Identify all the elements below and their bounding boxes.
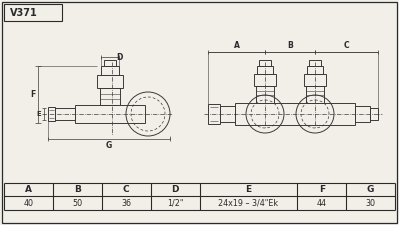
Text: B: B (287, 41, 293, 50)
Bar (355, 106, 370, 122)
Text: B: B (74, 185, 81, 194)
Text: E: E (37, 111, 41, 117)
Text: D: D (171, 185, 179, 194)
Bar (75, 105, 145, 123)
Bar (304, 74, 326, 86)
Bar (97, 75, 123, 88)
Bar (100, 88, 120, 105)
Bar (307, 66, 323, 74)
Bar (306, 86, 324, 103)
Text: 44: 44 (317, 198, 327, 207)
Text: F: F (30, 90, 36, 99)
Bar (256, 86, 274, 103)
Bar (4, 4, 62, 21)
Text: 40: 40 (24, 198, 34, 207)
Text: C: C (344, 41, 349, 50)
Bar (55, 108, 75, 120)
Text: 1/2": 1/2" (167, 198, 183, 207)
Text: F: F (319, 185, 325, 194)
Bar (235, 103, 355, 125)
Text: A: A (25, 185, 32, 194)
Text: G: G (106, 140, 112, 149)
Text: G: G (367, 185, 374, 194)
Bar (309, 60, 321, 66)
Text: E: E (245, 185, 251, 194)
Bar (257, 66, 273, 74)
Text: A: A (233, 41, 239, 50)
Text: V371: V371 (10, 8, 38, 18)
Bar (101, 66, 119, 75)
Bar (370, 108, 378, 120)
Text: 24x19 – 3/4"Ek: 24x19 – 3/4"Ek (218, 198, 279, 207)
Bar (48, 107, 55, 121)
Bar (259, 60, 271, 66)
Text: D: D (116, 52, 122, 61)
Text: 36: 36 (121, 198, 131, 207)
Text: 30: 30 (365, 198, 375, 207)
Bar (220, 106, 235, 122)
Text: 50: 50 (72, 198, 82, 207)
Bar (208, 104, 220, 124)
Bar (254, 74, 276, 86)
Text: C: C (123, 185, 130, 194)
Bar (104, 60, 116, 66)
